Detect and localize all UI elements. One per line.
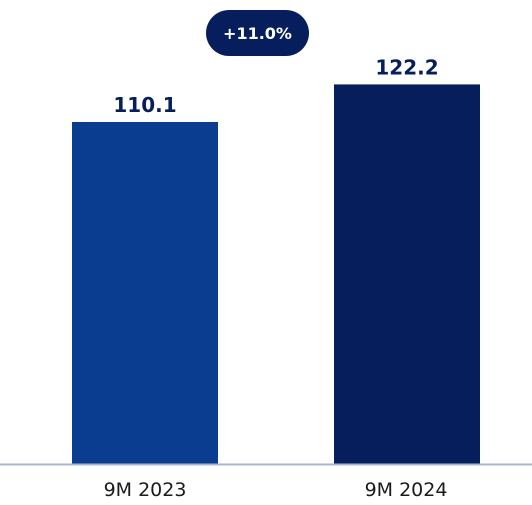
value-label-9m-2023: 110.1 [113,93,176,117]
value-label-9m-2024: 122.2 [375,55,438,79]
bar-9m-2023 [72,122,218,464]
bar-9m-2024 [334,84,480,464]
growth-badge: +11.0% [206,10,309,56]
category-label-9m-2024: 9M 2024 [364,479,448,501]
category-label-9m-2023: 9M 2023 [103,479,187,501]
